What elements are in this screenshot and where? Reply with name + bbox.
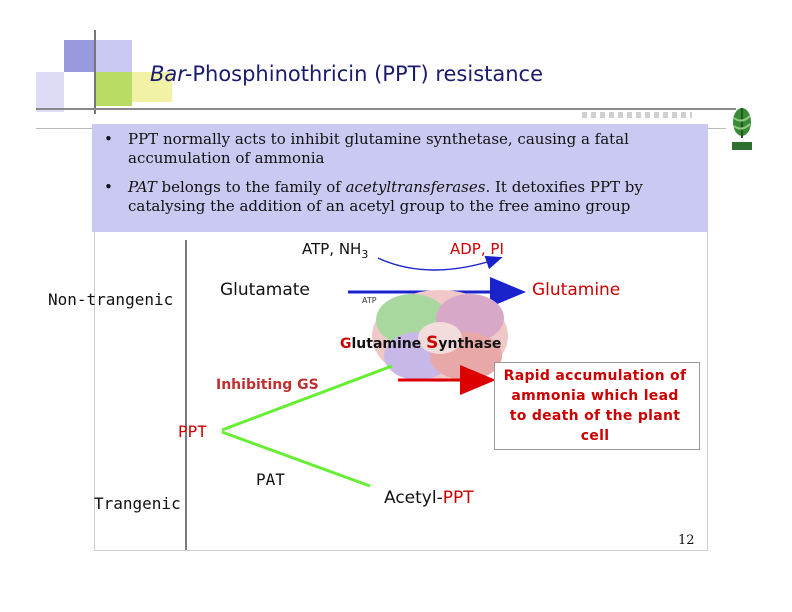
enzyme-label: Glutamine Synthase — [340, 333, 501, 353]
pat-term: PAT — [128, 178, 157, 196]
decor-header-watermark — [582, 112, 692, 118]
nh3-subscript: 3 — [361, 248, 369, 261]
atp-small-label: ATP — [362, 296, 377, 305]
bullet-text-part: . It detoxifies PPT by catalysing the ad… — [128, 178, 643, 215]
glutamine-label: Glutamine — [532, 280, 621, 300]
bullet-marker: • — [104, 178, 113, 196]
title-text: Phosphinothricin (PPT) resistance — [192, 62, 544, 86]
decor-square-blue — [64, 40, 96, 72]
ppt-to-acetyl-line — [221, 430, 371, 488]
transgenic-label: Trangenic — [94, 494, 181, 513]
page-number: 12 — [678, 533, 695, 548]
pat-label: PAT — [256, 470, 285, 489]
decor-square-yellow — [132, 72, 172, 102]
rapid-accumulation-text: Rapid accumulation of ammonia which lead… — [503, 368, 687, 444]
ppt-to-enzyme-line — [221, 364, 393, 432]
rapid-accumulation-box: Rapid accumulation of ammonia which lead… — [494, 362, 700, 450]
enzyme-letter-s: S — [426, 333, 439, 353]
decor-square-green — [96, 72, 132, 106]
acetyltransferases-term: acetyltransferases — [345, 178, 486, 196]
atp-nh3-label: ATP, NH3 — [302, 240, 368, 261]
bullet-text: PAT belongs to the family of acetyltrans… — [128, 178, 688, 216]
enzyme-text: lutamine — [351, 336, 427, 352]
adp-pi-label: ADP, PI — [450, 240, 504, 258]
decor-square-lightblue — [36, 72, 64, 112]
ppt-label: PPT — [178, 422, 207, 441]
bullet-marker: • — [104, 130, 113, 148]
enzyme-structure — [372, 290, 508, 382]
logo-emblem — [728, 104, 756, 154]
enzyme-text: ynthase — [438, 336, 502, 352]
slide-title: Bar-Phosphinothricin (PPT) resistance — [150, 62, 690, 86]
bullet-text-part: belongs to the family of — [156, 178, 346, 196]
decor-square-lightblue — [96, 40, 132, 72]
non-transgenic-label: Non-trangenic — [48, 290, 174, 309]
inhibiting-gs-label: Inhibiting GS — [216, 377, 319, 393]
title-gene-name: Bar- — [150, 62, 193, 86]
atp-nh3-text: ATP, NH — [302, 240, 362, 258]
cofactor-arc — [377, 255, 503, 271]
bullet-text: PPT normally acts to inhibit glutamine s… — [128, 130, 629, 167]
acetyl-ppt-label: Acetyl-PPT — [384, 488, 474, 508]
enzyme-letter-g: G — [340, 336, 352, 352]
acetyl-text: Acetyl- — [384, 488, 443, 508]
decor-horizontal-line — [36, 108, 736, 110]
acetyl-ppt-text: PPT — [442, 488, 474, 508]
decor-vertical-line — [94, 30, 96, 114]
bullet-panel: • PPT normally acts to inhibit glutamine… — [92, 124, 708, 232]
glutamate-label: Glutamate — [220, 280, 310, 300]
